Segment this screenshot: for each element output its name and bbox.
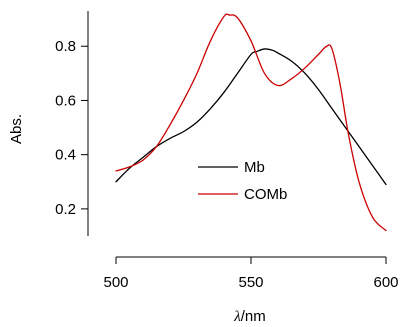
legend-label-mb: Mb (244, 159, 265, 176)
y-tick-label: 0.2 (55, 201, 76, 218)
y-tick-label: 0.4 (55, 147, 76, 164)
x-axis-label-unit: /nm (241, 308, 266, 325)
x-axis-label-symbol: λ (233, 309, 241, 325)
legend-label-comb: COMb (244, 186, 287, 203)
series-line-mb (115, 48, 387, 186)
y-tick-label: 0.6 (55, 92, 76, 109)
x-axis: 500 550 600 (103, 256, 399, 291)
x-axis-label: λ/nm (233, 308, 266, 325)
y-tick-label: 0.8 (55, 38, 76, 55)
x-tick-label: 500 (103, 274, 128, 291)
y-axis: 0.2 0.4 0.6 0.8 (55, 11, 89, 236)
series-line-comb (115, 13, 387, 232)
legend: Mb COMb (198, 159, 287, 203)
y-axis-label: Abs. (8, 114, 25, 144)
series-layer (115, 13, 387, 232)
x-tick-label: 550 (238, 274, 263, 291)
x-tick-label: 600 (373, 274, 398, 291)
